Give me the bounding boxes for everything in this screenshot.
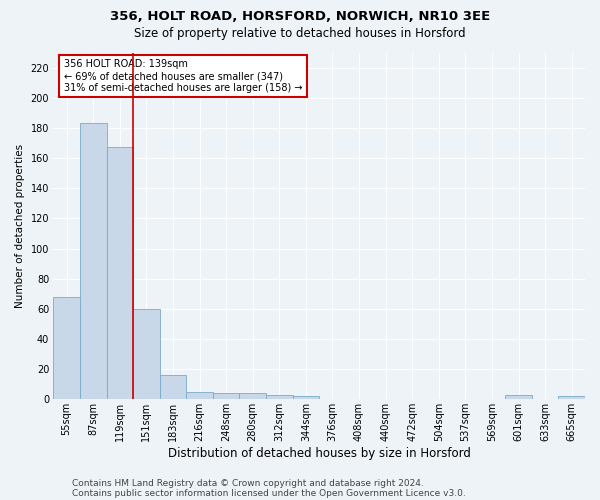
X-axis label: Distribution of detached houses by size in Horsford: Distribution of detached houses by size … [168,447,470,460]
Text: Size of property relative to detached houses in Horsford: Size of property relative to detached ho… [134,28,466,40]
Bar [239,394,266,400]
Bar [213,394,239,400]
Bar [266,395,293,400]
Text: Contains HM Land Registry data © Crown copyright and database right 2024.: Contains HM Land Registry data © Crown c… [72,478,424,488]
Y-axis label: Number of detached properties: Number of detached properties [15,144,25,308]
Bar [186,392,213,400]
Bar [107,148,133,400]
Bar [53,297,80,400]
Bar [133,309,160,400]
Bar [559,396,585,400]
Text: 356, HOLT ROAD, HORSFORD, NORWICH, NR10 3EE: 356, HOLT ROAD, HORSFORD, NORWICH, NR10 … [110,10,490,23]
Bar [293,396,319,400]
Bar [160,375,186,400]
Bar [505,395,532,400]
Text: Contains public sector information licensed under the Open Government Licence v3: Contains public sector information licen… [72,488,466,498]
Text: 356 HOLT ROAD: 139sqm
← 69% of detached houses are smaller (347)
31% of semi-det: 356 HOLT ROAD: 139sqm ← 69% of detached … [64,60,302,92]
Bar [80,124,107,400]
